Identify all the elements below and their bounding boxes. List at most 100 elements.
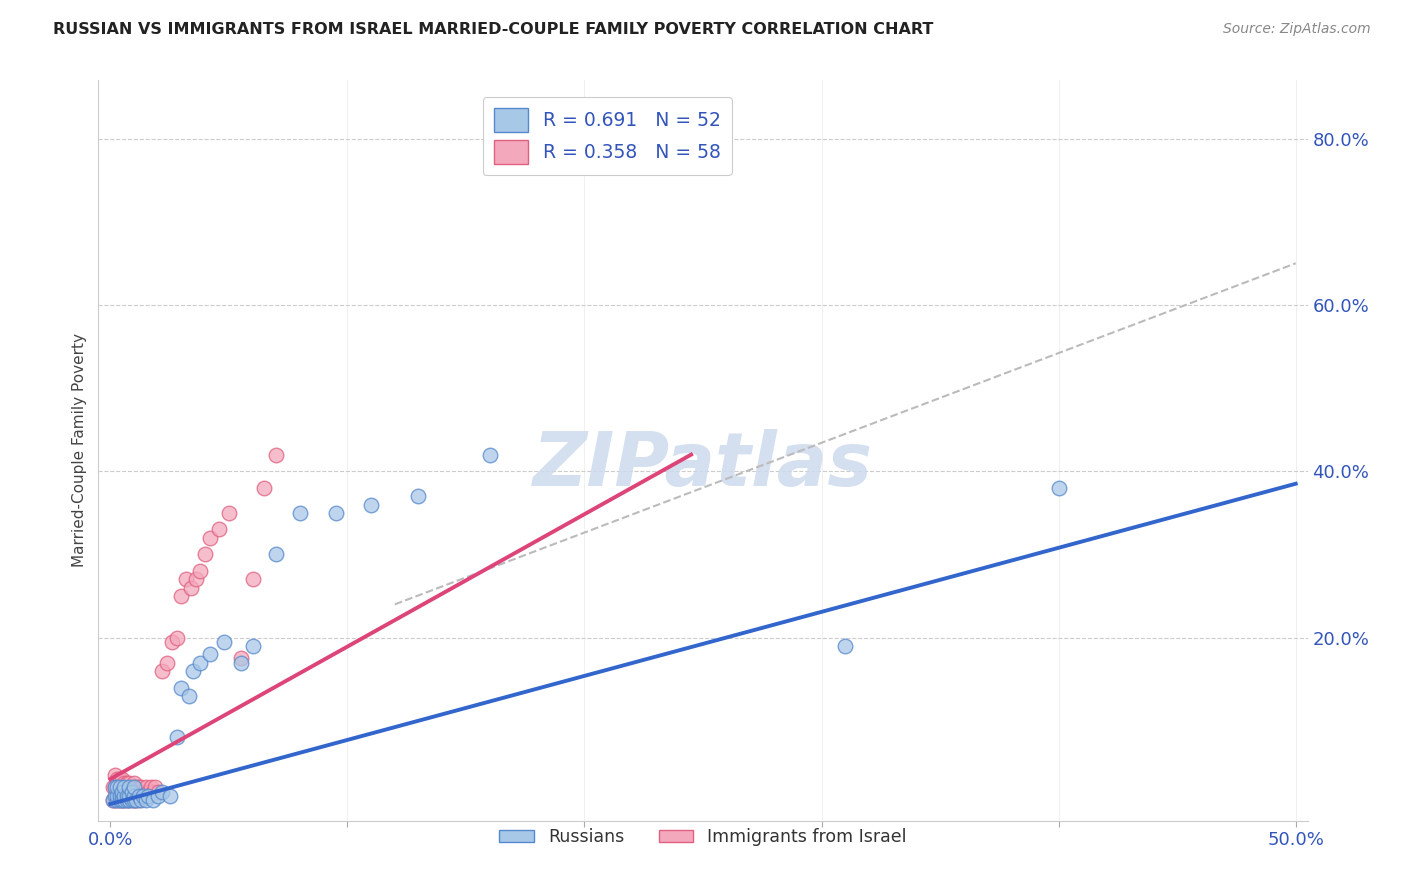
Point [115, 793, 138, 807]
Point [111, 784, 134, 798]
Point [198, 531, 221, 545]
Point [115, 784, 138, 798]
Point [156, 656, 179, 670]
Point [146, 789, 169, 803]
Point [118, 784, 141, 798]
Point [122, 784, 145, 798]
Point [118, 776, 141, 790]
Point [115, 793, 138, 807]
Point [208, 523, 231, 537]
Text: ZIPatlas: ZIPatlas [533, 429, 873, 502]
Point [129, 793, 152, 807]
Point [229, 651, 252, 665]
Point [105, 772, 128, 786]
Point [105, 793, 128, 807]
Point [122, 793, 145, 807]
Point [834, 639, 856, 653]
Point [212, 634, 235, 648]
Point [128, 789, 150, 803]
Point [135, 780, 157, 795]
Legend: Russians, Immigrants from Israel: Russians, Immigrants from Israel [492, 821, 914, 853]
Point [115, 776, 138, 790]
Point [122, 789, 145, 803]
Point [108, 793, 131, 807]
Point [132, 789, 155, 803]
Point [105, 784, 128, 798]
Point [190, 564, 212, 578]
Point [159, 789, 181, 803]
Point [105, 780, 128, 795]
Point [170, 681, 193, 695]
Point [174, 573, 197, 587]
Point [111, 793, 134, 807]
Point [122, 780, 145, 795]
Point [181, 664, 204, 678]
Point [152, 664, 174, 678]
Point [122, 776, 145, 790]
Point [122, 793, 145, 807]
Point [190, 656, 212, 670]
Point [118, 793, 141, 807]
Point [139, 780, 162, 795]
Point [101, 780, 124, 795]
Point [104, 780, 127, 795]
Point [111, 780, 134, 795]
Point [242, 573, 264, 587]
Point [125, 793, 148, 807]
Point [194, 548, 217, 562]
Point [170, 589, 193, 603]
Point [132, 784, 155, 798]
Point [264, 548, 287, 562]
Point [143, 780, 166, 795]
Point [111, 793, 134, 807]
Text: RUSSIAN VS IMMIGRANTS FROM ISRAEL MARRIED-COUPLE FAMILY POVERTY CORRELATION CHAR: RUSSIAN VS IMMIGRANTS FROM ISRAEL MARRIE… [53, 22, 934, 37]
Point [118, 789, 141, 803]
Point [101, 793, 124, 807]
Point [104, 768, 127, 782]
Point [108, 780, 131, 795]
Point [101, 793, 124, 807]
Point [166, 631, 188, 645]
Point [114, 793, 136, 807]
Point [114, 784, 136, 798]
Point [108, 772, 131, 786]
Point [105, 793, 128, 807]
Point [121, 789, 143, 803]
Point [160, 634, 183, 648]
Point [218, 506, 240, 520]
Point [114, 793, 136, 807]
Point [118, 780, 141, 795]
Point [121, 780, 143, 795]
Point [360, 498, 382, 512]
Point [242, 639, 264, 653]
Point [118, 793, 141, 807]
Point [152, 784, 174, 798]
Point [108, 784, 131, 798]
Text: Source: ZipAtlas.com: Source: ZipAtlas.com [1223, 22, 1371, 37]
Point [121, 793, 143, 807]
Point [114, 776, 136, 790]
Point [129, 780, 152, 795]
Point [177, 689, 200, 703]
Point [114, 789, 136, 803]
Point [115, 789, 138, 803]
Point [136, 784, 159, 798]
Point [125, 780, 148, 795]
Point [1047, 481, 1070, 495]
Point [128, 793, 150, 807]
Point [111, 772, 134, 786]
Point [408, 489, 430, 503]
Point [166, 731, 188, 745]
Point [264, 448, 287, 462]
Point [325, 506, 347, 520]
Point [114, 780, 136, 795]
Point [478, 448, 501, 462]
Point [184, 573, 207, 587]
Point [146, 784, 169, 798]
Point [111, 789, 134, 803]
Point [105, 789, 128, 803]
Point [104, 780, 127, 795]
Point [121, 784, 143, 798]
Point [125, 793, 148, 807]
Point [128, 780, 150, 795]
